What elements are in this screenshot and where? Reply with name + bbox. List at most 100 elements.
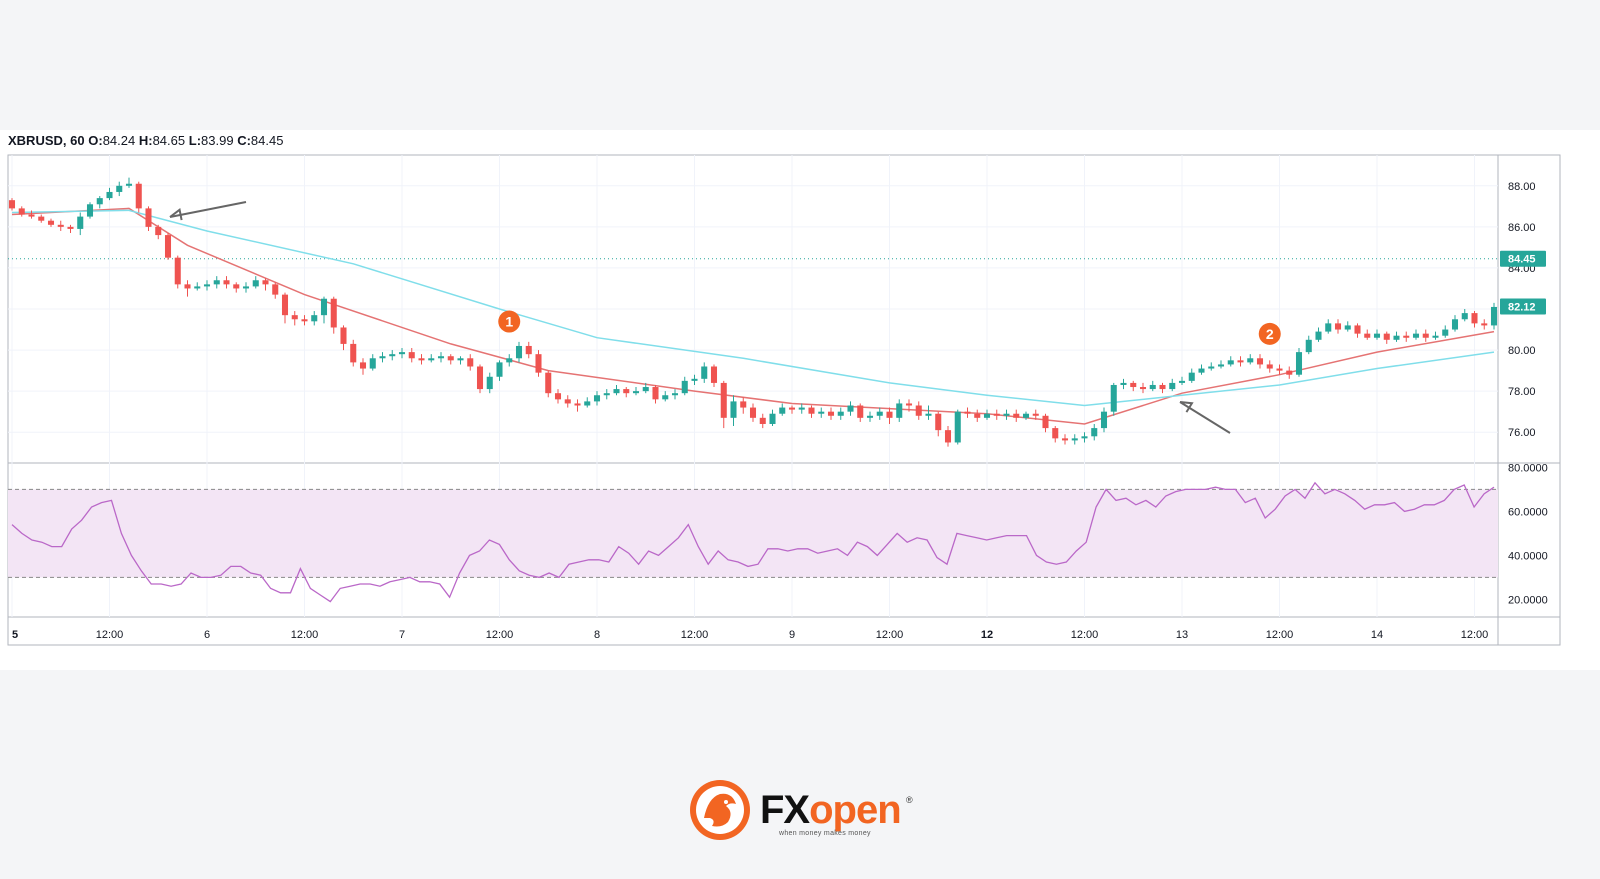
rsi-zone [8, 489, 1498, 578]
candle-body [184, 284, 191, 289]
candle-body [1315, 331, 1322, 340]
candle-body [1120, 382, 1127, 385]
candle-body [925, 413, 932, 416]
price-label-box [1500, 250, 1546, 267]
candle-body [1237, 360, 1244, 363]
candle-body [788, 407, 796, 410]
candle-body [535, 354, 542, 373]
candle-body [174, 257, 181, 285]
candle-body [681, 380, 688, 394]
candle-body [1169, 382, 1176, 390]
rsi-tick-label: 80.0000 [1508, 462, 1548, 474]
time-tick-label: 12:00 [486, 629, 514, 641]
candle-body [632, 391, 640, 394]
candle-body [1432, 335, 1439, 338]
time-tick-label: 9 [789, 629, 795, 641]
candle-body [281, 294, 289, 316]
candle-body [476, 366, 484, 390]
registered-mark: ® [906, 795, 913, 805]
candle-body [515, 345, 523, 359]
close-value: 84.45 [250, 133, 284, 148]
candle-body [1091, 428, 1098, 437]
candle-body [1364, 333, 1371, 338]
candle-body [233, 284, 240, 289]
candle-body [1354, 325, 1361, 334]
high-value: 84.65 [152, 133, 186, 148]
candle-body [1149, 384, 1156, 390]
candle-body [437, 356, 445, 359]
candle-body [106, 191, 113, 199]
candle-body [720, 382, 727, 418]
annotation-label: 1 [505, 314, 513, 330]
candle-body [1286, 370, 1293, 375]
rsi-tick-label: 40.0000 [1508, 550, 1548, 562]
candle-body [1325, 323, 1332, 332]
time-tick-label: 12 [981, 629, 993, 641]
time-tick-label: 12:00 [1461, 629, 1489, 641]
time-tick-label: 12:00 [1266, 629, 1294, 641]
candle-body [1393, 335, 1400, 340]
candle-body [272, 284, 279, 295]
candle-body [593, 395, 601, 402]
price-tick-label: 86.00 [1508, 222, 1536, 234]
candle-body [740, 401, 747, 408]
candle-body [866, 415, 874, 418]
candles [8, 177, 1498, 447]
candle-body [1295, 352, 1303, 375]
candle-body [242, 286, 250, 289]
brand-name: FXopen [760, 788, 902, 832]
candle-body [944, 430, 952, 443]
candle-body [652, 387, 659, 400]
candle-body [457, 358, 464, 361]
time-tick-label: 12:00 [681, 629, 709, 641]
candle-body [155, 226, 162, 236]
candle-body [1042, 415, 1049, 429]
candle-body [642, 387, 649, 392]
arrow-left-down-head [169, 208, 183, 221]
candle-body [1061, 438, 1069, 441]
candle-body [671, 393, 679, 396]
arrow-left-up [1179, 401, 1231, 434]
candle-body [8, 200, 16, 209]
candle-body [623, 389, 630, 394]
price-tick-label: 78.00 [1508, 386, 1536, 398]
candle-body [359, 362, 367, 369]
fxopen-logo-icon [690, 780, 750, 840]
candle-body [116, 185, 123, 192]
candle-body [1159, 384, 1166, 390]
brand-tagline: when money makes money [779, 830, 871, 837]
time-tick-label: 12:00 [1071, 629, 1099, 641]
rsi-tick-label: 20.0000 [1508, 594, 1548, 606]
candle-body [1208, 366, 1215, 369]
candle-body [564, 399, 571, 404]
candle-body [1442, 329, 1449, 336]
annotations: 12 [169, 201, 1281, 434]
candle-body [730, 401, 737, 418]
candle-body [1100, 411, 1108, 429]
time-tick-label: 12:00 [291, 629, 319, 641]
time-tick-label: 8 [594, 629, 600, 641]
candle-body [954, 411, 961, 443]
candle-body [252, 280, 259, 287]
candle-body [798, 407, 805, 410]
candle-body [18, 208, 25, 215]
candle-body [301, 319, 308, 322]
candle-body [203, 284, 211, 287]
candle-body [1490, 306, 1498, 326]
candle-body [554, 393, 562, 400]
candle-body [496, 362, 503, 377]
candle-body [1081, 436, 1088, 439]
candle-body [905, 403, 913, 406]
candle-body [827, 411, 835, 416]
candle-body [28, 214, 35, 217]
candle-body [983, 413, 991, 418]
time-tick-label: 5 [12, 629, 18, 641]
candle-body [1178, 380, 1186, 383]
grid [7, 154, 1561, 646]
candle-body [1198, 368, 1205, 373]
chart-area [0, 130, 1600, 670]
candle-body [291, 315, 298, 320]
candle-body [330, 298, 337, 328]
candle-body [77, 216, 84, 229]
